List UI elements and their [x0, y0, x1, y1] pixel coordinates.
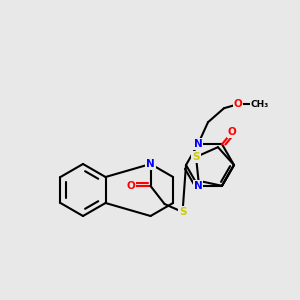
Text: O: O [234, 99, 242, 109]
Text: O: O [126, 181, 135, 191]
Text: N: N [146, 159, 155, 169]
Text: S: S [179, 207, 186, 217]
Text: S: S [192, 152, 200, 162]
Text: N: N [194, 181, 202, 191]
Text: N: N [194, 139, 202, 149]
Text: O: O [228, 127, 236, 137]
Text: CH₃: CH₃ [251, 100, 269, 109]
